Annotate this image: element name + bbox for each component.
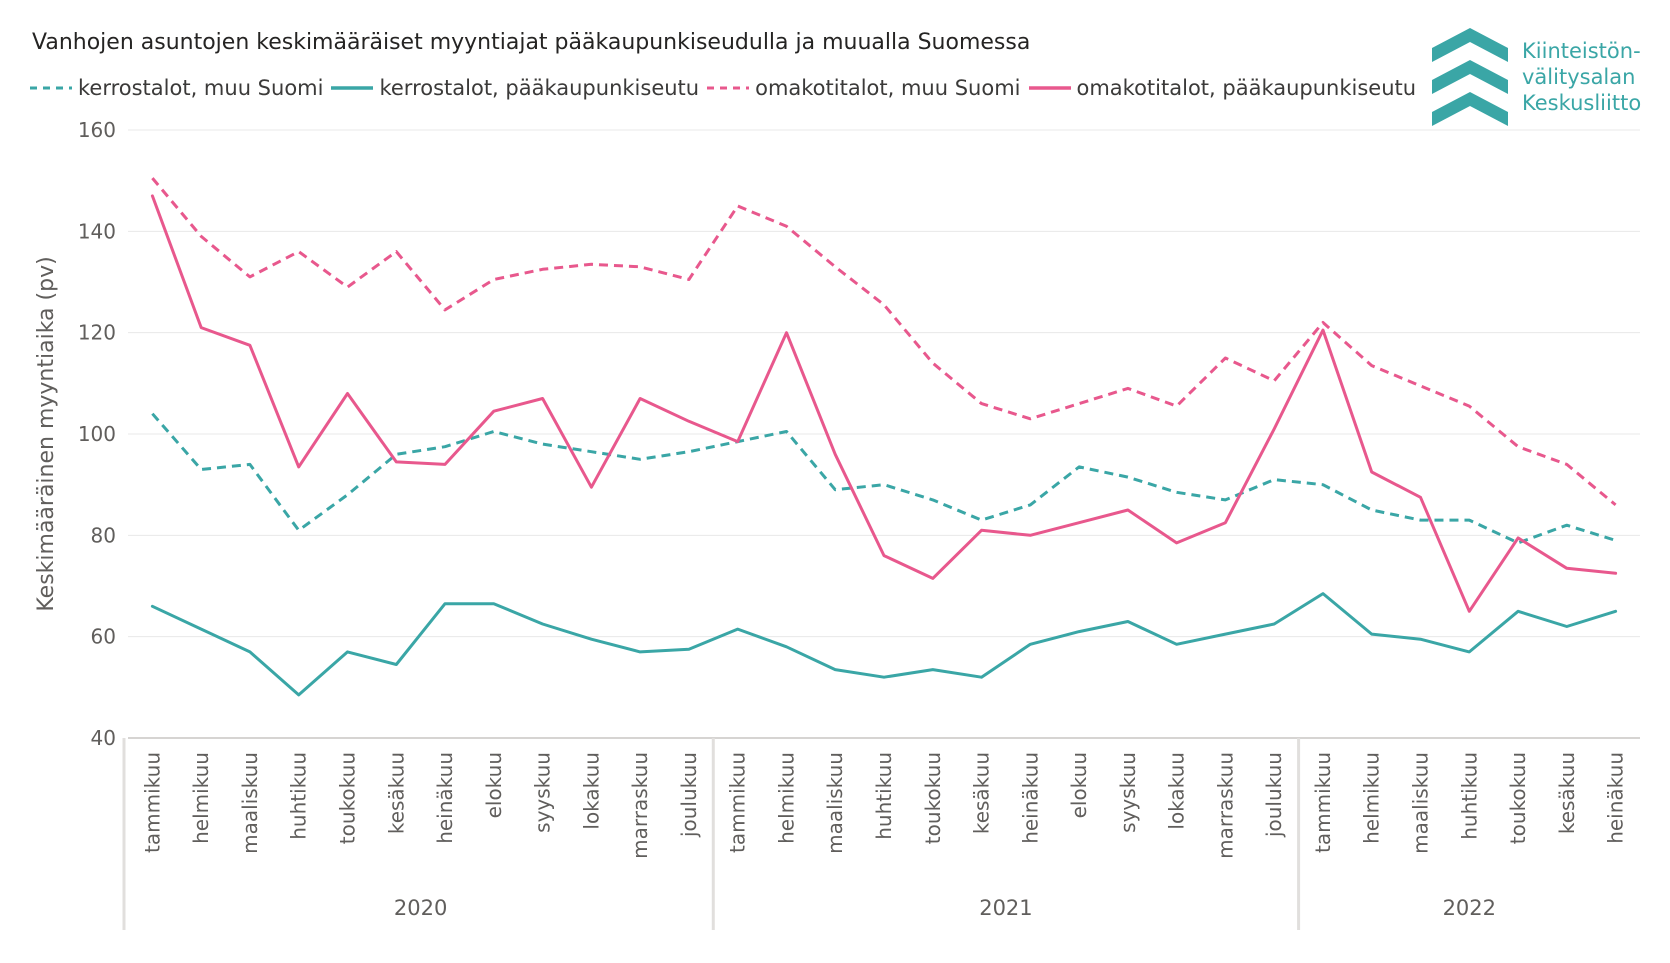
chart-title: Vanhojen asuntojen keskimääräiset myynti… (32, 30, 1031, 55)
y-tick-label: 160 (78, 118, 116, 142)
legend-label: omakotitalot, muu Suomi (755, 76, 1021, 100)
year-label: 2020 (394, 896, 447, 920)
x-tick-label: toukokuu (335, 752, 359, 844)
x-tick-label: huhtikuu (872, 752, 896, 840)
x-tick-label: heinäkuu (1604, 752, 1628, 844)
logo-text: Kiinteistön- välitysalan Keskusliitto (1522, 38, 1641, 116)
x-tick-label: toukokuu (921, 752, 945, 844)
legend-item-series-2[interactable]: omakotitalot, muu Suomi (707, 76, 1021, 100)
x-tick-label: maaliskuu (823, 752, 847, 854)
x-tick-label: lokakuu (579, 752, 603, 830)
y-tick-label: 120 (78, 321, 116, 345)
y-tick-label: 80 (91, 523, 116, 547)
year-label: 2022 (1443, 896, 1496, 920)
y-axis-title: Keskimääräinen myyntiaika (pv) (34, 256, 59, 611)
gridlines (128, 129, 1640, 739)
x-tick-label: heinäkuu (433, 752, 457, 844)
x-tick-label: helmikuu (1360, 752, 1384, 844)
x-tick-label: syyskuu (1116, 752, 1140, 833)
x-tick-label: marraskuu (1213, 752, 1237, 859)
y-tick-label: 40 (91, 726, 116, 750)
series-line-2[interactable] (151, 177, 1617, 507)
x-tick-label: joulukuu (677, 752, 701, 838)
x-tick-label: maaliskuu (1409, 752, 1433, 854)
legend-label: kerrostalot, pääkaupunkiseutu (379, 76, 700, 100)
legend-swatch-solid-teal (331, 86, 374, 90)
y-tick-label: 140 (78, 219, 116, 243)
logo-line: Keskusliitto (1522, 91, 1642, 115)
x-tick-label: marraskuu (628, 752, 652, 859)
legend-item-series-3[interactable]: omakotitalot, pääkaupunkiseutu (1028, 76, 1417, 100)
legend-item-series-1[interactable]: kerrostalot, pääkaupunkiseutu (331, 76, 699, 100)
chevron-stack-icon (1432, 28, 1508, 126)
x-tick-label: tammikuu (726, 752, 750, 853)
legend-swatch-dashed-pink (707, 86, 750, 90)
x-tick-label: elokuu (482, 752, 506, 818)
x-tick-label: maaliskuu (238, 752, 262, 854)
organization-logo (1432, 28, 1508, 126)
x-tick-label: kesäkuu (384, 752, 408, 834)
y-tick-label: 60 (91, 625, 116, 649)
logo-line: Kiinteistön- (1522, 39, 1641, 63)
x-tick-label: lokakuu (1165, 752, 1189, 830)
x-tick-label: heinäkuu (1018, 752, 1042, 844)
x-tick-label: toukokuu (1506, 752, 1530, 844)
x-tick-label: huhtikuu (287, 752, 311, 840)
x-tick-label: kesäkuu (1555, 752, 1579, 834)
series-line-3[interactable] (150, 194, 1618, 613)
legend: kerrostalot, muu Suomi kerrostalot, pääk… (30, 76, 1424, 100)
x-tick-label: elokuu (1067, 752, 1091, 818)
x-tick-label: tammikuu (140, 752, 164, 853)
legend-swatch-solid-pink (1028, 86, 1071, 90)
y-axis: 40 60 80 100 120 140 160 (78, 118, 116, 750)
legend-label: omakotitalot, pääkaupunkiseutu (1076, 76, 1417, 100)
y-tick-label: 100 (78, 422, 116, 446)
x-tick-label: helmikuu (189, 752, 213, 844)
x-tick-label: kesäkuu (970, 752, 994, 834)
x-tick-label: huhtikuu (1457, 752, 1481, 840)
x-axis: tammikuu helmikuu maaliskuu huhtikuu toukoku… (122, 737, 1640, 930)
legend-label: kerrostalot, muu Suomi (78, 76, 324, 100)
legend-swatch-dashed-teal (30, 86, 72, 90)
legend-item-series-0[interactable]: kerrostalot, muu Suomi (30, 76, 323, 100)
x-tick-label: joulukuu (1262, 752, 1286, 838)
x-tick-label: tammikuu (1311, 752, 1335, 853)
year-label: 2021 (979, 896, 1032, 920)
x-tick-label: syyskuu (531, 752, 555, 833)
series-lines (150, 177, 1618, 697)
logo-line: välitysalan (1522, 65, 1636, 89)
x-tick-label: helmikuu (774, 752, 798, 844)
series-line-1[interactable] (150, 592, 1618, 697)
series-line-0[interactable] (151, 412, 1617, 545)
